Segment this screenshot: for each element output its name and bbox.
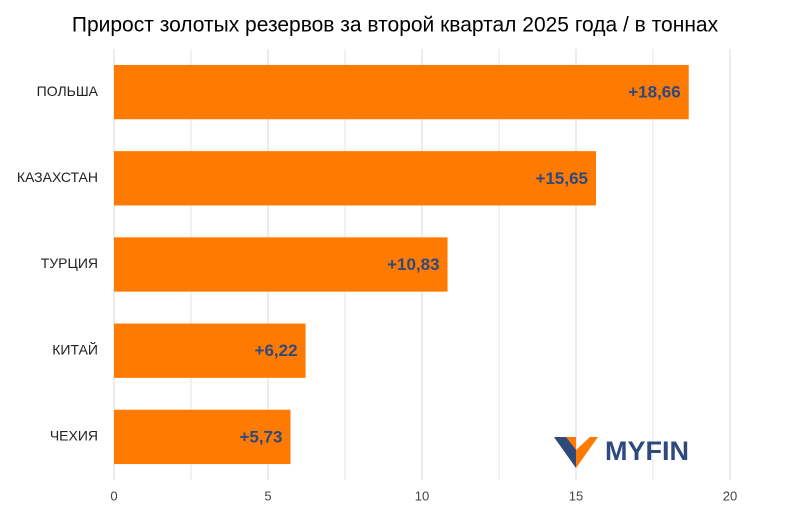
y-tick-label: ТУРЦИЯ (41, 255, 98, 271)
y-tick-label: ПОЛЬША (37, 83, 99, 99)
value-label: +10,83 (387, 255, 439, 274)
x-tick-label: 10 (415, 488, 429, 503)
logo-mark (554, 437, 576, 468)
bar (114, 237, 448, 292)
value-label: +5,73 (239, 427, 282, 446)
logo: MYFIN (554, 436, 689, 468)
y-tick-label: КИТАЙ (52, 340, 98, 357)
bar (114, 151, 597, 206)
x-tick-label: 0 (110, 488, 117, 503)
bar (114, 409, 291, 465)
x-tick-label: 20 (723, 488, 737, 503)
y-tick-label: КАЗАХСТАН (17, 169, 98, 185)
bar (114, 323, 306, 378)
value-label: +6,22 (255, 341, 298, 360)
x-tick-label: 5 (264, 488, 271, 503)
logo-text: MYFIN (605, 436, 689, 466)
chart-title: Прирост золотых резервов за второй кварт… (72, 14, 719, 37)
bar (114, 64, 689, 120)
x-tick-label: 15 (569, 488, 583, 503)
y-tick-label: ЧЕХИЯ (50, 428, 98, 444)
value-label: +18,66 (628, 83, 680, 102)
value-label: +15,65 (536, 169, 588, 188)
bars: ПОЛЬША +18,66 КАЗАХСТАН +15,65 ТУРЦИЯ +10,83 К… (17, 64, 689, 465)
